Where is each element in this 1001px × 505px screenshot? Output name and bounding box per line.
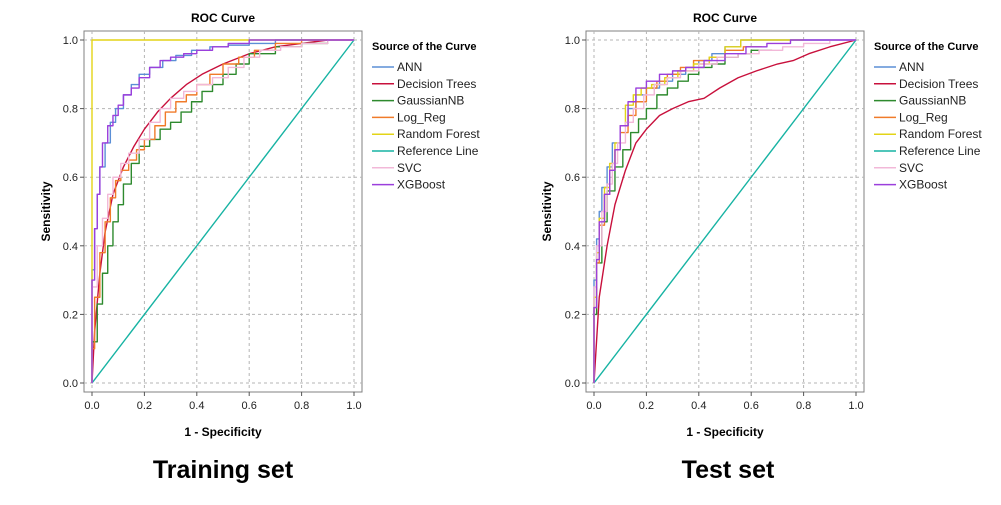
series-line-gaussiannb	[593, 49, 773, 383]
roc-chart-test: 0.0 0.2 0.4 0.6 0.8 1.0 0.0 0.2 0.4 0.6 0.8 1.0 ROC …	[540, 11, 982, 439]
x-tick-label: 0.4	[691, 400, 706, 412]
legend-label-ann: ANN	[899, 60, 924, 74]
legend-label-decision-trees: Decision Trees	[899, 77, 978, 91]
x-axis-label: 1 - Specificity	[686, 425, 764, 439]
x-tick-label: 0.2	[137, 400, 152, 412]
y-tick-label: 0.6	[63, 172, 78, 184]
x-tick-label: 0.8	[796, 400, 811, 412]
test-set-caption: Test set	[681, 456, 775, 484]
y-tick-label: 1.0	[565, 35, 580, 47]
training-set-caption: Training set	[152, 456, 294, 484]
x-tick-label: 0.2	[639, 400, 654, 412]
y-tick-label: 0.2	[565, 309, 580, 321]
legend-label-random-forest: Random Forest	[397, 127, 480, 141]
x-tick-label: 1.0	[346, 400, 361, 412]
y-tick-label: 0.4	[63, 241, 78, 253]
legend-label-decision-trees: Decision Trees	[397, 77, 476, 91]
legend-label-reference-line: Reference Line	[397, 144, 479, 158]
legend: Source of the Curve ANN Decision Trees Gaus…	[372, 41, 480, 192]
legend-label-xgboost: XGBoost	[899, 178, 948, 192]
legend-label-svc: SVC	[397, 161, 422, 175]
series-line-decision-trees	[593, 39, 857, 384]
x-axis-label: 1 - Specificity	[184, 425, 262, 439]
x-tick-label: 0.0	[586, 400, 601, 412]
plot-frame	[585, 30, 865, 393]
legend-label-random-forest: Random Forest	[899, 127, 982, 141]
series-line-xgboost	[91, 39, 354, 383]
series-line-svc	[91, 39, 354, 383]
y-tick-label: 0.8	[63, 104, 78, 116]
y-tick-label: 0.0	[565, 378, 580, 390]
series-line-svc	[593, 39, 856, 383]
legend-label-log-reg: Log_Reg	[397, 110, 446, 124]
y-tick-label: 0.0	[63, 378, 78, 390]
chart-title: ROC Curve	[693, 11, 757, 25]
legend-label-gaussiannb: GaussianNB	[397, 94, 464, 108]
x-tick-label: 0.0	[84, 400, 99, 412]
legend-label-log-reg: Log_Reg	[899, 110, 948, 124]
series-line-reference-line	[91, 39, 355, 384]
y-tick-label: 0.4	[565, 241, 580, 253]
x-tick-label: 0.6	[242, 400, 257, 412]
y-tick-label: 0.8	[565, 104, 580, 116]
legend-label-ann: ANN	[397, 60, 422, 74]
legend-label-xgboost: XGBoost	[397, 178, 446, 192]
x-tick-label: 0.6	[744, 400, 759, 412]
x-tick-label: 0.8	[294, 400, 309, 412]
y-tick-label: 0.2	[63, 309, 78, 321]
x-tick-label: 0.4	[189, 400, 204, 412]
legend-title: Source of the Curve	[372, 41, 477, 53]
series-line-log-reg	[593, 46, 762, 383]
plot-frame	[83, 30, 363, 393]
legend-label-reference-line: Reference Line	[899, 144, 981, 158]
series-line-random-forest	[91, 39, 354, 383]
legend: Source of the Curve ANN Decision Trees Gaus…	[874, 41, 982, 192]
chart-title: ROC Curve	[191, 11, 255, 25]
y-axis-label: Sensitivity	[540, 181, 554, 241]
y-tick-label: 1.0	[63, 35, 78, 47]
legend-title: Source of the Curve	[874, 41, 979, 53]
legend-label-gaussiannb: GaussianNB	[899, 94, 966, 108]
roc-chart-training: 0.0 0.2 0.4 0.6 0.8 1.0 0.0 0.2 0.4 0.6 0.8 1.0 ROC …	[39, 11, 480, 439]
x-tick-label: 1.0	[848, 400, 863, 412]
series-line-reference-line	[593, 39, 857, 384]
y-tick-label: 0.6	[565, 172, 580, 184]
legend-label-svc: SVC	[899, 161, 924, 175]
series-line-xgboost	[593, 39, 856, 383]
y-axis-label: Sensitivity	[39, 181, 53, 241]
